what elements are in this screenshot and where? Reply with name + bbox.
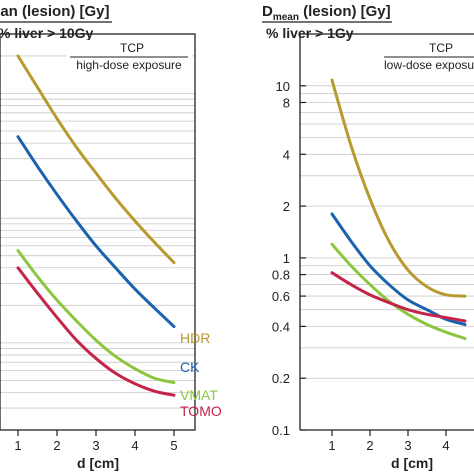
right-y-tick-label: 8 (283, 95, 290, 110)
left-annotation-bottom: high-dose exposure (76, 58, 182, 72)
left-x-ticks: 1 2 3 4 5 (14, 430, 178, 453)
left-x-tick-label: 4 (131, 438, 138, 453)
left-gridlines (0, 55, 195, 409)
right-x-tick-label: 2 (366, 438, 373, 453)
left-x-tick-label: 3 (92, 438, 99, 453)
series-label-ck: CK (180, 359, 200, 375)
left-plot-frame (0, 33, 196, 431)
right-y-tick-label: 0.8 (272, 268, 290, 283)
right-y-tick-label: 0.4 (272, 319, 290, 334)
right-y-tick-label: 0.1 (272, 423, 290, 438)
right-title-top: Dmean (lesion) [Gy] (262, 3, 391, 23)
left-series-line-tomo (16, 266, 176, 397)
right-annotation-bg (380, 40, 474, 72)
right-x-axis-label: d [cm] (391, 455, 433, 471)
left-series-lines (16, 54, 176, 397)
right-title-bottom: % liver > 1Gy (266, 25, 354, 41)
left-x-axis-label: d [cm] (77, 455, 119, 471)
left-series-line-vmat (16, 249, 176, 385)
left-x-tick-label: 1 (14, 438, 21, 453)
right-series-line-hdr (330, 78, 467, 298)
left-series-line-ck (16, 135, 176, 329)
right-y-tick-label: 10 (276, 79, 290, 94)
right-x-tick-label: 1 (328, 438, 335, 453)
right-y-tick-label: 0.2 (272, 371, 290, 386)
right-title-d: D (262, 3, 273, 20)
right-y-ticks: 0.1 0.2 0.4 0.6 0.8 1 2 4 810 (272, 79, 306, 438)
right-y-tick-label: 0.6 (272, 289, 290, 304)
right-title-sub: mean (273, 12, 299, 23)
right-series-line-vmat (330, 242, 467, 341)
right-series-lines (330, 78, 467, 341)
series-label-vmat: VMAT (180, 387, 218, 403)
right-title-rest: (lesion) [Gy] (299, 3, 391, 20)
left-annotation-top: TCP (120, 41, 144, 55)
left-x-tick-label: 5 (170, 438, 177, 453)
left-title-top: ean (lesion) [Gy] (0, 3, 110, 20)
left-series-line-hdr (16, 54, 176, 265)
right-y-tick-label: 2 (283, 199, 290, 214)
series-label-hdr: HDR (180, 330, 210, 346)
right-x-ticks: 1 2 3 4 (328, 430, 450, 453)
right-annotation-bottom: low-dose exposu (384, 58, 474, 72)
left-annotation-bg (66, 40, 192, 72)
right-x-tick-label: 4 (442, 438, 449, 453)
series-label-tomo: TOMO (180, 403, 222, 419)
left-plot: TCP high-dose exposure 1 2 3 4 5 d [cm] (0, 33, 196, 471)
right-y-tick-label: 4 (283, 147, 290, 162)
right-series-line-tomo (330, 271, 467, 323)
right-x-tick-label: 3 (404, 438, 411, 453)
right-y-tick-label: 1 (283, 251, 290, 266)
left-x-tick-label: 2 (53, 438, 60, 453)
left-title-bottom: % liver > 10Gy (0, 25, 94, 41)
right-annotation-top: TCP (429, 41, 453, 55)
right-plot: TCP low-dose exposu 0.10.20.40.60.812481… (272, 33, 474, 471)
